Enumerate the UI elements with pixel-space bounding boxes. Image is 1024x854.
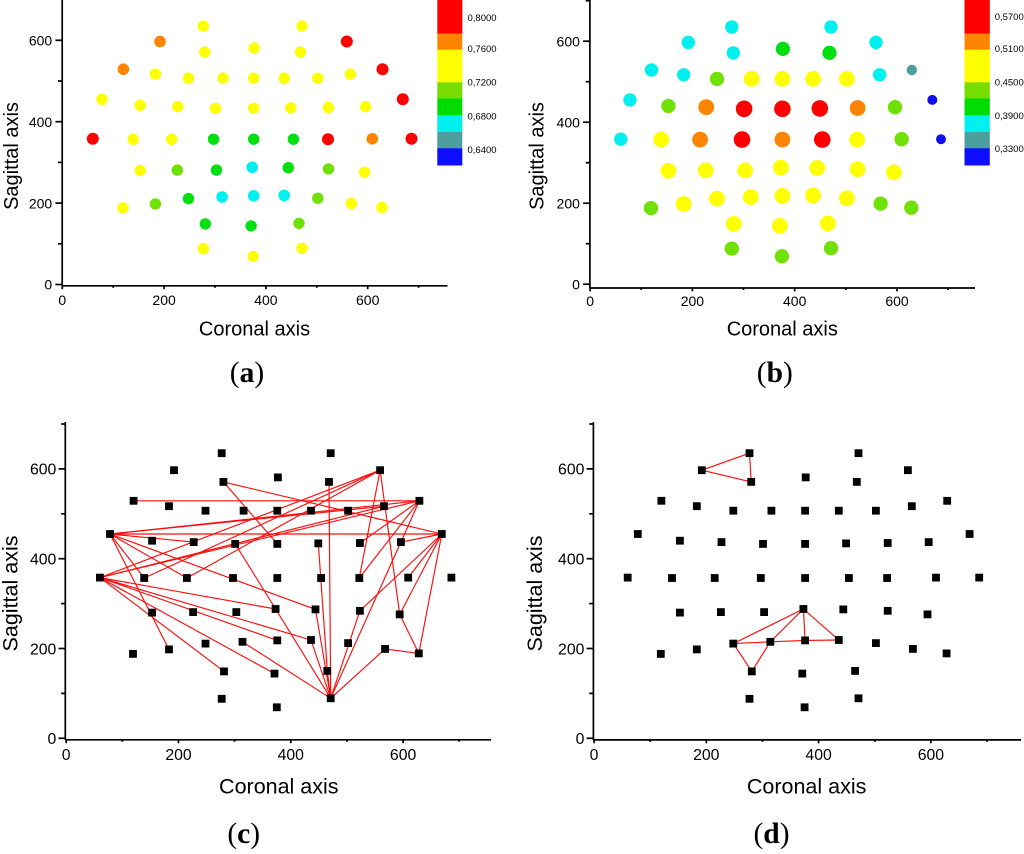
svg-text:600: 600 xyxy=(356,292,380,308)
svg-text:400: 400 xyxy=(30,552,57,569)
svg-text:600: 600 xyxy=(918,747,945,764)
svg-text:Coronal axis: Coronal axis xyxy=(727,318,838,340)
svg-text:(d): (d) xyxy=(753,818,789,849)
svg-text:0,3300: 0,3300 xyxy=(995,144,1024,155)
svg-text:0: 0 xyxy=(58,292,66,308)
svg-text:200: 200 xyxy=(152,292,176,308)
svg-text:0,3900: 0,3900 xyxy=(995,111,1024,122)
svg-text:400: 400 xyxy=(29,114,53,130)
svg-text:(a): (a) xyxy=(230,357,264,389)
svg-text:200: 200 xyxy=(165,747,192,764)
svg-text:200: 200 xyxy=(693,747,720,764)
svg-text:0: 0 xyxy=(44,277,52,293)
svg-text:200: 200 xyxy=(557,195,581,211)
svg-text:0,6800: 0,6800 xyxy=(468,111,497,122)
svg-text:600: 600 xyxy=(390,747,417,764)
svg-text:0,5700: 0,5700 xyxy=(995,12,1024,23)
svg-text:400: 400 xyxy=(278,747,305,764)
svg-text:Sagittal axis: Sagittal axis xyxy=(523,536,547,652)
svg-text:0: 0 xyxy=(62,747,71,764)
svg-text:Coronal axis: Coronal axis xyxy=(747,774,867,798)
svg-text:600: 600 xyxy=(885,293,909,309)
svg-text:200: 200 xyxy=(558,641,585,658)
svg-text:0: 0 xyxy=(590,747,599,764)
svg-text:0,6400: 0,6400 xyxy=(468,145,497,156)
svg-text:400: 400 xyxy=(783,293,807,309)
svg-text:200: 200 xyxy=(30,641,57,658)
svg-text:600: 600 xyxy=(557,33,581,49)
svg-text:Coronal axis: Coronal axis xyxy=(219,774,339,798)
svg-text:400: 400 xyxy=(805,747,832,764)
svg-text:400: 400 xyxy=(557,114,581,130)
svg-text:0,7600: 0,7600 xyxy=(468,44,497,55)
svg-text:400: 400 xyxy=(558,552,585,569)
svg-text:0: 0 xyxy=(48,731,57,748)
svg-text:600: 600 xyxy=(558,462,585,479)
svg-text:Sagittal axis: Sagittal axis xyxy=(1,102,23,210)
svg-text:600: 600 xyxy=(29,33,53,49)
svg-text:200: 200 xyxy=(681,293,705,309)
svg-text:0: 0 xyxy=(572,276,580,292)
svg-text:200: 200 xyxy=(29,195,53,211)
svg-text:600: 600 xyxy=(30,462,57,479)
svg-text:0,5100: 0,5100 xyxy=(995,44,1024,55)
svg-text:0,8000: 0,8000 xyxy=(468,13,497,24)
svg-text:Sagittal axis: Sagittal axis xyxy=(526,102,548,210)
svg-text:(b): (b) xyxy=(757,357,793,389)
svg-text:400: 400 xyxy=(254,292,278,308)
svg-text:0: 0 xyxy=(586,293,594,309)
svg-text:(c): (c) xyxy=(227,818,260,849)
svg-text:0,4500: 0,4500 xyxy=(995,78,1024,89)
svg-text:Sagittal axis: Sagittal axis xyxy=(0,536,23,652)
svg-text:0: 0 xyxy=(576,731,585,748)
svg-text:0,7200: 0,7200 xyxy=(468,78,497,89)
svg-text:Coronal axis: Coronal axis xyxy=(199,318,310,340)
